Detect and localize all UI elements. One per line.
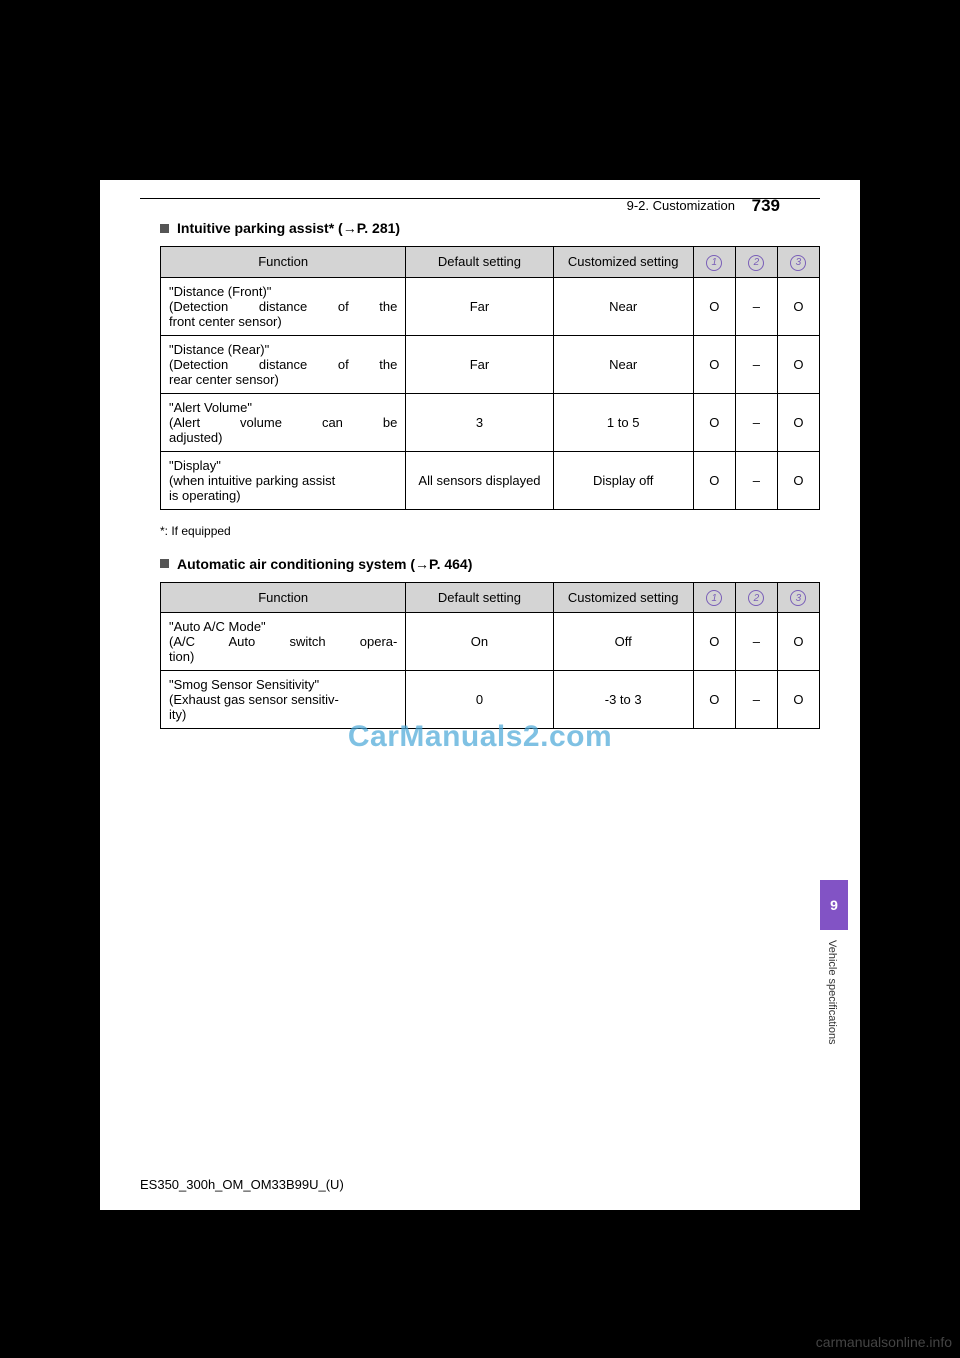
cell-function: "Distance (Rear)" (Detection distance of… [161, 335, 406, 393]
cell-default: Far [406, 335, 553, 393]
table-header-row: Function Default setting Customized sett… [161, 582, 820, 613]
table-row: "Distance (Rear)" (Detection distance of… [161, 335, 820, 393]
square-bullet-icon [160, 559, 169, 568]
page-number: 739 [752, 196, 780, 216]
tab-number: 9 [830, 897, 838, 913]
cell-v2: – [735, 613, 777, 671]
square-bullet-icon [160, 224, 169, 233]
cell-v3: O [777, 451, 819, 509]
cell-v1: O [693, 277, 735, 335]
cell-function: "Alert Volume" (Alert volume can be adju… [161, 393, 406, 451]
table-row: "Alert Volume" (Alert volume can be adju… [161, 393, 820, 451]
subsection-heading-ac: Automatic air conditioning system (→P. 4… [160, 556, 820, 572]
cell-default: All sensors displayed [406, 451, 553, 509]
col-function: Function [161, 247, 406, 278]
col-function: Function [161, 582, 406, 613]
cell-v3: O [777, 613, 819, 671]
cell-custom: Display off [553, 451, 693, 509]
tab-label: Vehicle specifications [826, 940, 838, 1045]
cell-v3: O [777, 393, 819, 451]
table-row: "Auto A/C Mode" (A/C Auto switch opera- … [161, 613, 820, 671]
cell-function: "Smog Sensor Sensitivity" (Exhaust gas s… [161, 671, 406, 729]
subsection-heading-parking: Intuitive parking assist* (→P. 281) [160, 220, 820, 236]
site-watermark: carmanualsonline.info [816, 1334, 952, 1350]
cell-v3: O [777, 277, 819, 335]
table-air-conditioning: Function Default setting Customized sett… [160, 582, 820, 730]
cell-v2: – [735, 335, 777, 393]
subsection-title: Intuitive parking assist* (→P. 281) [177, 220, 400, 236]
cell-function: "Distance (Front)" (Detection distance o… [161, 277, 406, 335]
cell-v1: O [693, 451, 735, 509]
table-parking-assist: Function Default setting Customized sett… [160, 246, 820, 510]
table-row: "Display" (when intuitive parking assist… [161, 451, 820, 509]
cell-function: "Auto A/C Mode" (A/C Auto switch opera- … [161, 613, 406, 671]
cell-function: "Display" (when intuitive parking assist… [161, 451, 406, 509]
header-divider: 9-2. Customization 739 [140, 198, 820, 199]
table-row: "Distance (Front)" (Detection distance o… [161, 277, 820, 335]
cell-v2: – [735, 393, 777, 451]
col-2: 2 [735, 247, 777, 278]
cell-v1: O [693, 393, 735, 451]
manual-page: 9-2. Customization 739 Intuitive parking… [100, 180, 860, 1210]
cell-custom: Off [553, 613, 693, 671]
cell-default: On [406, 613, 553, 671]
cell-custom: -3 to 3 [553, 671, 693, 729]
cell-custom: Near [553, 335, 693, 393]
section-label: 9-2. Customization [627, 198, 735, 213]
cell-v2: – [735, 277, 777, 335]
subsection-title: Automatic air conditioning system (→P. 4… [177, 556, 472, 572]
col-default: Default setting [406, 247, 553, 278]
col-3: 3 [777, 582, 819, 613]
document-id: ES350_300h_OM_OM33B99U_(U) [140, 1177, 344, 1192]
cell-default: 3 [406, 393, 553, 451]
col-custom: Customized setting [553, 582, 693, 613]
table-row: "Smog Sensor Sensitivity" (Exhaust gas s… [161, 671, 820, 729]
col-custom: Customized setting [553, 247, 693, 278]
footnote: *: If equipped [160, 524, 820, 538]
cell-default: 0 [406, 671, 553, 729]
cell-v1: O [693, 613, 735, 671]
cell-custom: Near [553, 277, 693, 335]
cell-v1: O [693, 671, 735, 729]
page-content: Intuitive parking assist* (→P. 281) Func… [160, 220, 820, 743]
cell-default: Far [406, 277, 553, 335]
table-header-row: Function Default setting Customized sett… [161, 247, 820, 278]
cell-v2: – [735, 671, 777, 729]
cell-v2: – [735, 451, 777, 509]
col-3: 3 [777, 247, 819, 278]
cell-v1: O [693, 335, 735, 393]
cell-v3: O [777, 335, 819, 393]
col-default: Default setting [406, 582, 553, 613]
col-2: 2 [735, 582, 777, 613]
col-1: 1 [693, 247, 735, 278]
cell-v3: O [777, 671, 819, 729]
cell-custom: 1 to 5 [553, 393, 693, 451]
col-1: 1 [693, 582, 735, 613]
chapter-tab: 9 [820, 880, 848, 930]
